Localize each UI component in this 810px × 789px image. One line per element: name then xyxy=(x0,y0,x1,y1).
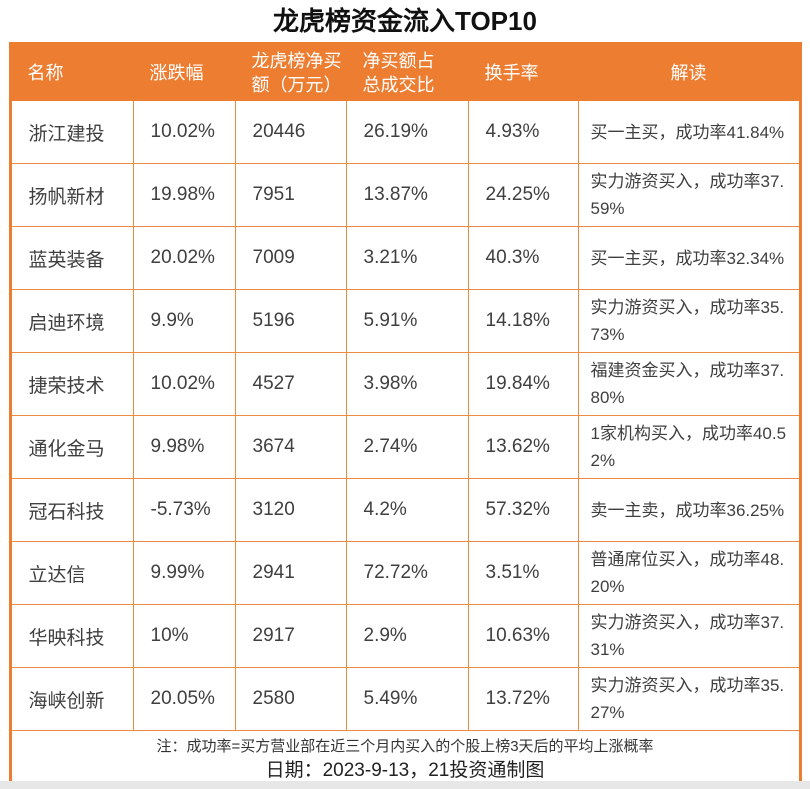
credit-line: 日期：2023-9-13，21投资通制图 xyxy=(265,760,545,781)
change-pct: 9.9% xyxy=(132,289,236,353)
net-buy: 2917 xyxy=(234,604,347,668)
change-pct: 9.98% xyxy=(132,415,236,479)
interpretation: 福建资金买入，成功率37.80% xyxy=(577,352,801,416)
interpretation: 买一主买，成功率32.34% xyxy=(577,226,801,290)
column-header-turnover: 换手率 xyxy=(467,43,579,101)
net-buy: 4527 xyxy=(234,352,347,416)
stock-name: 冠石科技 xyxy=(9,478,134,542)
column-header-name: 名称 xyxy=(9,43,134,101)
turnover: 3.51% xyxy=(467,541,579,605)
stock-name: 扬帆新材 xyxy=(9,163,134,227)
net-buy-ratio: 3.21% xyxy=(345,226,469,290)
net-buy: 7951 xyxy=(234,163,347,227)
net-buy: 5196 xyxy=(234,289,347,353)
interpretation: 普通席位买入，成功率48.20% xyxy=(577,541,801,605)
header-row: 名称 涨跌幅 龙虎榜净买 额（万元） 净买额占 总成交比 换手率 解读 xyxy=(9,43,801,101)
table-row: 通化金马 9.98% 3674 2.74% 13.62% 1家机构买入，成功率4… xyxy=(9,415,801,479)
interpretation: 实力游资买入，成功率37.31% xyxy=(577,604,801,668)
page-title: 龙虎榜资金流入TOP10 xyxy=(273,6,537,36)
column-header-netbuy: 龙虎榜净买 额（万元） xyxy=(234,43,347,101)
net-buy: 2580 xyxy=(234,667,347,731)
net-buy-ratio: 3.98% xyxy=(345,352,469,416)
column-header-ratio: 净买额占 总成交比 xyxy=(345,43,469,101)
change-pct: -5.73% xyxy=(132,478,236,542)
interpretation: 1家机构买入，成功率40.52% xyxy=(577,415,801,479)
table-row: 立达信 9.99% 2941 72.72% 3.51% 普通席位买入，成功率48… xyxy=(9,541,801,605)
stock-name: 蓝英装备 xyxy=(9,226,134,290)
net-buy: 20446 xyxy=(234,100,347,164)
turnover: 13.62% xyxy=(467,415,579,479)
stock-name: 立达信 xyxy=(9,541,134,605)
change-pct: 9.99% xyxy=(132,541,236,605)
interpretation: 卖一主卖，成功率36.25% xyxy=(577,478,801,542)
turnover: 40.3% xyxy=(467,226,579,290)
footer-cell: 注：成功率=买方营业部在近三个月内买入的个股上榜3天后的平均上涨概率 日期：20… xyxy=(9,730,801,789)
stock-name: 启迪环境 xyxy=(9,289,134,353)
footer-row: 注：成功率=买方营业部在近三个月内买入的个股上榜3天后的平均上涨概率 日期：20… xyxy=(9,730,801,789)
bottom-strip xyxy=(0,781,810,789)
table-row: 捷荣技术 10.02% 4527 3.98% 19.84% 福建资金买入，成功率… xyxy=(9,352,801,416)
net-buy: 7009 xyxy=(234,226,347,290)
table-row: 蓝英装备 20.02% 7009 3.21% 40.3% 买一主买，成功率32.… xyxy=(9,226,801,290)
interpretation: 实力游资买入，成功率35.27% xyxy=(577,667,801,731)
table-row: 浙江建投 10.02% 20446 26.19% 4.93% 买一主买，成功率4… xyxy=(9,100,801,164)
net-buy-ratio: 2.74% xyxy=(345,415,469,479)
turnover: 14.18% xyxy=(467,289,579,353)
net-buy-ratio: 72.72% xyxy=(345,541,469,605)
footnote: 注：成功率=买方营业部在近三个月内买入的个股上榜3天后的平均上涨概率 xyxy=(156,738,654,755)
interpretation: 实力游资买入，成功率35.73% xyxy=(577,289,801,353)
stocks-table: 名称 涨跌幅 龙虎榜净买 额（万元） 净买额占 总成交比 换手率 解读 浙江建投… xyxy=(8,42,802,789)
net-buy: 3674 xyxy=(234,415,347,479)
net-buy-ratio: 13.87% xyxy=(345,163,469,227)
net-buy-ratio: 2.9% xyxy=(345,604,469,668)
change-pct: 20.05% xyxy=(132,667,236,731)
net-buy: 2941 xyxy=(234,541,347,605)
net-buy-ratio: 26.19% xyxy=(345,100,469,164)
turnover: 57.32% xyxy=(467,478,579,542)
stock-name: 华映科技 xyxy=(9,604,134,668)
stock-name: 海峡创新 xyxy=(9,667,134,731)
stock-name: 捷荣技术 xyxy=(9,352,134,416)
change-pct: 10.02% xyxy=(132,100,236,164)
table-row: 海峡创新 20.05% 2580 5.49% 13.72% 实力游资买入，成功率… xyxy=(9,667,801,731)
interpretation: 买一主买，成功率41.84% xyxy=(577,100,801,164)
turnover: 19.84% xyxy=(467,352,579,416)
turnover: 24.25% xyxy=(467,163,579,227)
turnover: 4.93% xyxy=(467,100,579,164)
turnover: 13.72% xyxy=(467,667,579,731)
stock-name: 通化金马 xyxy=(9,415,134,479)
table-row: 启迪环境 9.9% 5196 5.91% 14.18% 实力游资买入，成功率35… xyxy=(9,289,801,353)
table-row: 冠石科技 -5.73% 3120 4.2% 57.32% 卖一主卖，成功率36.… xyxy=(9,478,801,542)
net-buy-ratio: 4.2% xyxy=(345,478,469,542)
change-pct: 10.02% xyxy=(132,352,236,416)
table-row: 华映科技 10% 2917 2.9% 10.63% 实力游资买入，成功率37.3… xyxy=(9,604,801,668)
interpretation: 实力游资买入，成功率37.59% xyxy=(577,163,801,227)
turnover: 10.63% xyxy=(467,604,579,668)
column-header-change: 涨跌幅 xyxy=(132,43,236,101)
change-pct: 19.98% xyxy=(132,163,236,227)
table-row: 扬帆新材 19.98% 7951 13.87% 24.25% 实力游资买入，成功… xyxy=(9,163,801,227)
change-pct: 10% xyxy=(132,604,236,668)
net-buy: 3120 xyxy=(234,478,347,542)
change-pct: 20.02% xyxy=(132,226,236,290)
stock-name: 浙江建投 xyxy=(9,100,134,164)
net-buy-ratio: 5.49% xyxy=(345,667,469,731)
column-header-interpretation: 解读 xyxy=(577,43,801,101)
net-buy-ratio: 5.91% xyxy=(345,289,469,353)
